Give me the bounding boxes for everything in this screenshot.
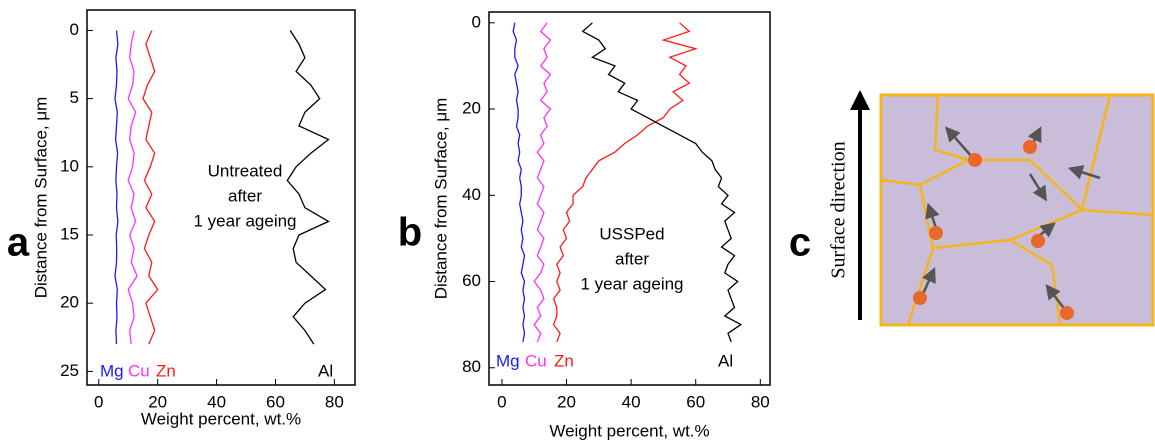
y-axis-label: Distance from Surface, μm [431, 98, 450, 300]
panel-label: c [789, 221, 811, 265]
plot-frame [488, 11, 771, 386]
precipitates [913, 140, 1074, 320]
grain-area [879, 93, 1155, 327]
series-line [533, 22, 552, 343]
annotation: after [228, 186, 262, 205]
y-tick-label: 10 [60, 156, 79, 175]
series-label: Zn [156, 361, 176, 380]
y-tick-label: 0 [70, 20, 79, 39]
annotation: 1 year ageing [580, 274, 683, 293]
x-axis-label: Weight percent, wt.% [141, 409, 301, 428]
plot-frame [86, 9, 356, 386]
y-tick-label: 20 [462, 99, 481, 118]
series-line [142, 30, 159, 345]
series-label: Al [718, 351, 733, 370]
series-label: Cu [128, 361, 150, 380]
series-line [286, 30, 330, 345]
x-tick-label: 80 [325, 392, 344, 411]
x-tick-label: 40 [207, 392, 226, 411]
y-tick-label: 0 [472, 12, 481, 31]
y-tick-label: 20 [60, 293, 79, 312]
y-tick-label: 40 [462, 185, 481, 204]
axis-text: Surface direction [828, 141, 850, 278]
diagram: Surface direction c [789, 90, 1155, 327]
chart: 0 20 40 60 80 0 5 10 15 20 25 Weight percent, wt.% D… [7, 9, 356, 428]
x-tick-label: 20 [148, 392, 167, 411]
y-tick-label: 60 [462, 271, 481, 290]
series-label: Zn [554, 351, 574, 370]
x-tick-label: 80 [751, 392, 770, 411]
series-line [552, 22, 698, 343]
panel-label: a [7, 221, 30, 265]
annotation: 1 year ageing [193, 211, 296, 230]
y-axis-label: Distance from Surface, μm [31, 97, 50, 299]
series-label: Cu [525, 351, 547, 370]
series-label: Al [318, 361, 333, 380]
annotation: USSPed [599, 224, 664, 243]
chart: 0 20 40 60 80 0 20 40 60 80 Weight percent, wt.% Di… [398, 11, 771, 440]
x-tick-label: 60 [266, 392, 285, 411]
x-tick-label: 0 [497, 392, 506, 411]
y-tick-label: 80 [462, 357, 481, 376]
x-tick-label: 40 [622, 392, 641, 411]
y-tick-label: 25 [60, 361, 79, 380]
series-label: Mg [100, 361, 124, 380]
series-label: Mg [496, 351, 520, 370]
x-tick-label: 20 [557, 392, 576, 411]
series-line [127, 30, 138, 345]
panel-label: b [398, 211, 422, 255]
y-tick-label: 15 [60, 224, 79, 243]
grain-boundaries [880, 94, 1154, 326]
x-tick-label: 0 [94, 392, 103, 411]
series-line [114, 30, 119, 345]
annotation: Untreated [208, 161, 283, 180]
annotation: after [615, 249, 649, 268]
series-line [512, 22, 526, 343]
x-tick-label: 60 [686, 392, 705, 411]
y-tick-label: 5 [70, 88, 79, 107]
x-axis-label: Weight percent, wt.% [549, 421, 709, 440]
series-line [581, 22, 743, 343]
